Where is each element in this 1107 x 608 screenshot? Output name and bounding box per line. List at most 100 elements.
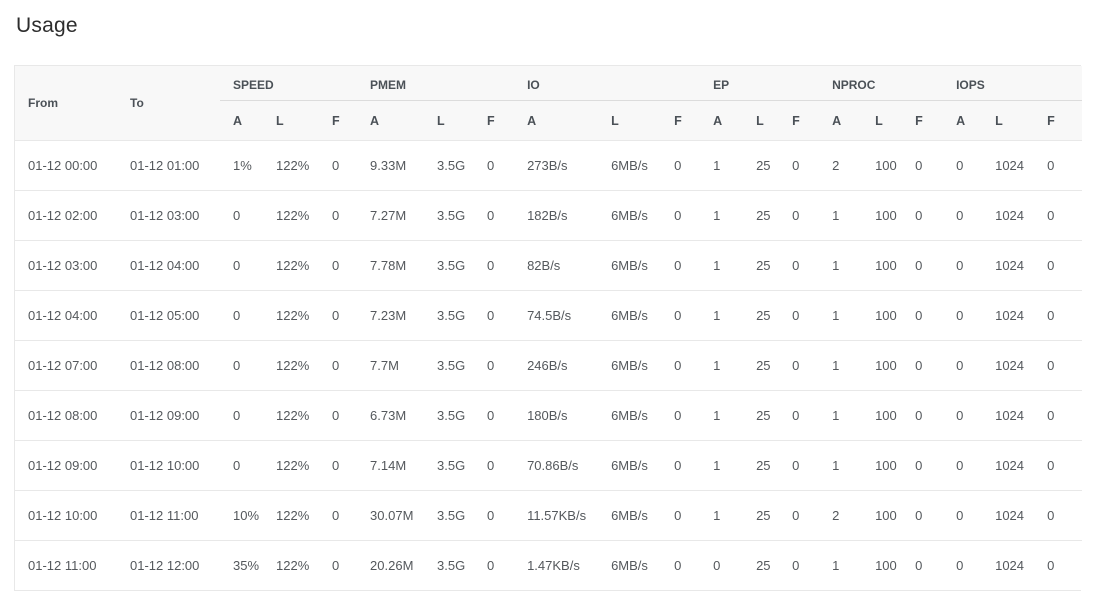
table-cell: 1	[819, 289, 863, 340]
subcolumn-header-iops-f: F	[1034, 100, 1083, 140]
table-row: 01-12 07:00 01-12 08:00 0 122% 0 7.7M 3.5G 0 246…	[15, 339, 1083, 390]
table-row: 01-12 02:00 01-12 03:00 0 122% 0 7.27M 3.5G 0 18…	[15, 189, 1083, 240]
table-cell: 9.33M	[357, 139, 425, 190]
subcolumn-header-io-l: L	[598, 100, 662, 140]
table-cell: 25	[743, 489, 780, 540]
subcolumn-header-ep-a: A	[700, 100, 744, 140]
table-row: 01-12 03:00 01-12 04:00 0 122% 0 7.78M 3.5G 0 82…	[15, 239, 1083, 290]
table-cell: 82B/s	[514, 239, 599, 290]
table-cell: 122%	[263, 389, 319, 440]
subcolumn-header-nproc-l: L	[862, 100, 903, 140]
table-cell: 0	[1034, 139, 1083, 190]
table-cell: 1024	[982, 339, 1035, 390]
page-title: Usage	[16, 14, 78, 37]
table-cell: 0	[661, 389, 701, 440]
table-cell: 0	[779, 539, 820, 590]
table-cell: 0	[661, 489, 701, 540]
table-cell: 6MB/s	[598, 489, 662, 540]
subcolumn-header-pmem-l: L	[424, 100, 475, 140]
table-cell: 0	[220, 189, 263, 240]
table-cell: 122%	[263, 239, 319, 290]
table-cell: 1	[819, 339, 863, 390]
table-cell: 1	[700, 139, 744, 190]
cell-to: 01-12 09:00	[117, 389, 220, 440]
table-cell: 0	[902, 239, 944, 290]
table-cell: 0	[474, 289, 515, 340]
table-cell: 35%	[220, 539, 263, 590]
table-cell: 0	[661, 189, 701, 240]
usage-table: From To SPEED PMEM IO EP NPROC IOPS A L F A L F A L F A L F…	[15, 66, 1083, 590]
table-cell: 3.5G	[424, 489, 475, 540]
table-cell: 7.27M	[357, 189, 425, 240]
table-cell: 100	[862, 289, 903, 340]
table-cell: 2	[819, 139, 863, 190]
table-cell: 273B/s	[514, 139, 599, 190]
table-cell: 1024	[982, 539, 1035, 590]
table-cell: 100	[862, 339, 903, 390]
table-cell: 6MB/s	[598, 239, 662, 290]
table-cell: 0	[319, 539, 358, 590]
cell-from: 01-12 09:00	[15, 439, 117, 490]
table-cell: 0	[661, 139, 701, 190]
table-cell: 0	[220, 339, 263, 390]
table-cell: 0	[700, 539, 744, 590]
table-cell: 1	[700, 439, 744, 490]
table-cell: 0	[319, 289, 358, 340]
table-cell: 0	[319, 239, 358, 290]
group-header-iops: IOPS	[943, 66, 1083, 101]
subcolumn-header-iops-a: A	[943, 100, 983, 140]
table-cell: 0	[902, 489, 944, 540]
table-cell: 0	[902, 439, 944, 490]
subcolumn-header-nproc-a: A	[819, 100, 863, 140]
table-cell: 1	[700, 239, 744, 290]
table-cell: 0	[661, 239, 701, 290]
column-header-to: To	[117, 66, 220, 140]
table-cell: 0	[943, 189, 983, 240]
table-cell: 25	[743, 339, 780, 390]
table-cell: 0	[779, 489, 820, 540]
table-cell: 0	[319, 339, 358, 390]
table-header: From To SPEED PMEM IO EP NPROC IOPS A L F A L F A L F A L F…	[15, 66, 1083, 140]
table-cell: 3.5G	[424, 139, 475, 190]
table-cell: 1%	[220, 139, 263, 190]
table-cell: 1024	[982, 389, 1035, 440]
subcolumn-header-io-a: A	[514, 100, 599, 140]
table-cell: 20.26M	[357, 539, 425, 590]
table-cell: 0	[1034, 189, 1083, 240]
cell-to: 01-12 01:00	[117, 139, 220, 190]
table-cell: 0	[474, 239, 515, 290]
table-cell: 1	[700, 339, 744, 390]
column-header-from: From	[15, 66, 117, 140]
table-cell: 122%	[263, 339, 319, 390]
table-cell: 0	[474, 439, 515, 490]
table-cell: 1	[700, 389, 744, 440]
table-cell: 1024	[982, 139, 1035, 190]
table-cell: 1024	[982, 439, 1035, 490]
table-cell: 0	[902, 389, 944, 440]
table-cell: 0	[902, 539, 944, 590]
table-cell: 0	[220, 389, 263, 440]
table-cell: 1024	[982, 239, 1035, 290]
table-cell: 25	[743, 539, 780, 590]
subcolumn-header-pmem-f: F	[474, 100, 515, 140]
table-cell: 0	[661, 539, 701, 590]
subcolumn-header-speed-f: F	[319, 100, 358, 140]
table-cell: 0	[319, 439, 358, 490]
table-cell: 0	[474, 389, 515, 440]
table-cell: 0	[220, 439, 263, 490]
table-cell: 0	[779, 239, 820, 290]
group-header-speed: SPEED	[220, 66, 358, 101]
table-cell: 100	[862, 239, 903, 290]
table-cell: 122%	[263, 439, 319, 490]
table-cell: 0	[943, 339, 983, 390]
subcolumn-header-ep-f: F	[779, 100, 820, 140]
table-cell: 0	[474, 489, 515, 540]
table-cell: 1	[819, 539, 863, 590]
table-cell: 6MB/s	[598, 189, 662, 240]
table-cell: 0	[779, 339, 820, 390]
table-cell: 6MB/s	[598, 539, 662, 590]
table-cell: 1	[819, 239, 863, 290]
table-cell: 0	[1034, 439, 1083, 490]
table-cell: 100	[862, 389, 903, 440]
